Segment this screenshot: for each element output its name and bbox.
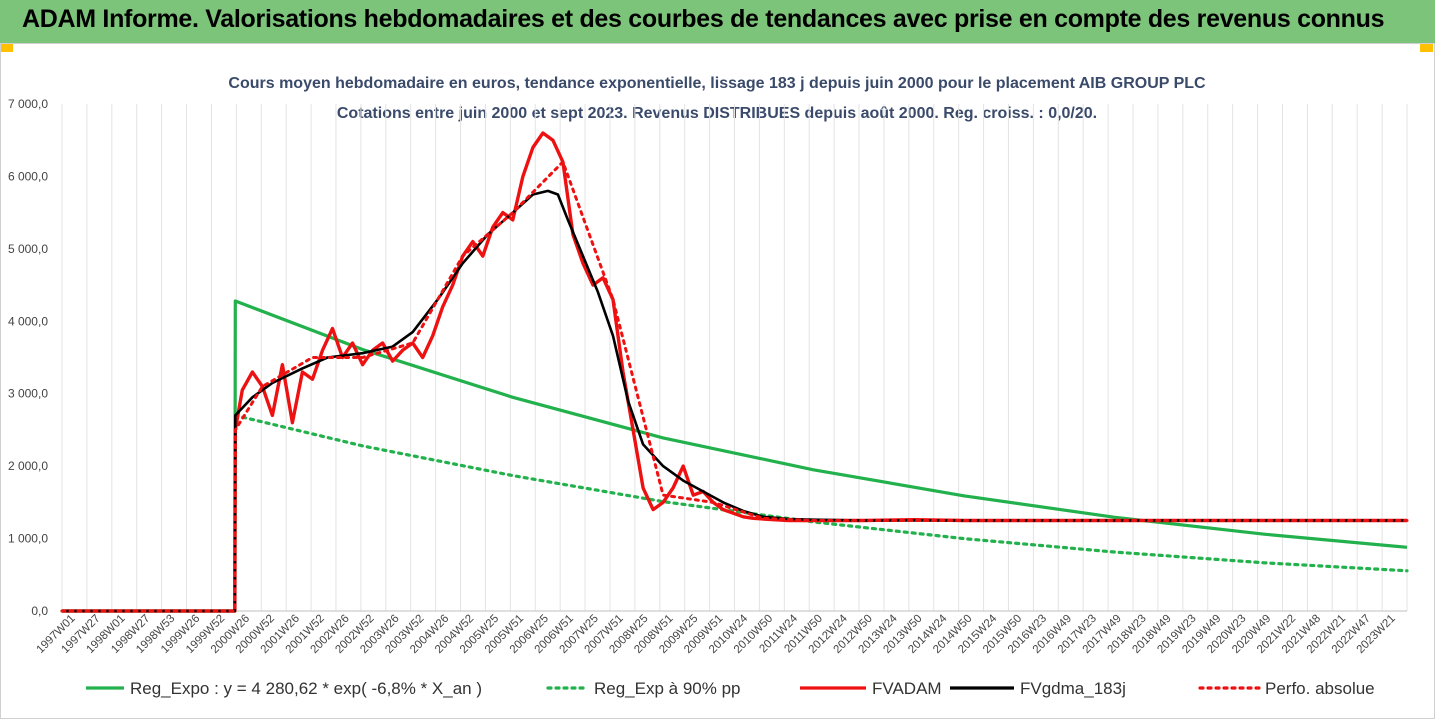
legend: Reg_Expo : y = 4 280,62 * exp( -6,8% * X… [86,679,1375,698]
report-title: ADAM Informe. Valorisations hebdomadaire… [22,5,1385,33]
chart-title: Cours moyen hebdomadaire en euros, tenda… [228,75,1206,92]
y-tick-label: 7 000,0 [8,97,48,111]
y-tick-label: 5 000,0 [8,242,48,256]
y-tick-label: 6 000,0 [8,169,48,183]
corner-marker-left [0,43,13,52]
grid [61,104,1408,611]
series-group [60,131,1409,613]
report-header: ADAM Informe. Valorisations hebdomadaire… [0,0,1435,43]
chart-subtitle: Cotations entre juin 2000 et sept 2023. … [337,105,1097,122]
legend-label: Reg_Exp à 90% pp [594,679,741,698]
legend-label: FVgdma_183j [1020,679,1126,698]
y-tick-label: 3 000,0 [8,387,48,401]
y-tick-label: 4 000,0 [8,314,48,328]
series-line-0 [62,299,1408,613]
y-tick-label: 2 000,0 [8,459,48,473]
legend-label: Reg_Expo : y = 4 280,62 * exp( -6,8% * X… [130,679,482,698]
y-tick-label: 1 000,0 [8,532,48,546]
series-line-4 [60,160,1409,613]
axes: 0,0 1 000,0 2 000,0 3 000,0 4 000,0 5 000,0 6 … [8,97,1407,656]
y-tick-label: 0,0 [31,604,48,618]
legend-label: Perfo. absolue [1265,679,1375,698]
corner-marker-right [1420,43,1433,52]
legend-label: FVADAM [872,679,942,698]
